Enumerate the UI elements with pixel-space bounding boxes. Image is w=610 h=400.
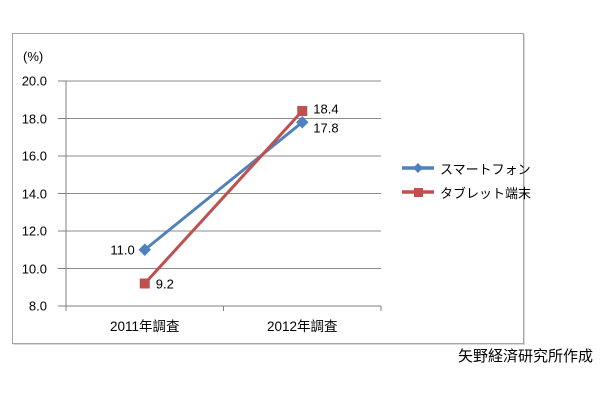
data-point-label: 9.2	[155, 276, 174, 291]
data-point-label: 18.4	[313, 101, 339, 117]
legend: スマートフォン タブレット端末	[401, 156, 531, 204]
x-category-label: 2012年調査	[266, 319, 338, 334]
y-tick-label: 14.0	[21, 186, 47, 201]
legend-item-1: タブレット端末	[401, 180, 531, 204]
legend-item-0: スマートフォン	[401, 156, 531, 180]
legend-label: タブレット端末	[440, 185, 532, 201]
plot-area	[58, 80, 382, 311]
square-marker	[139, 278, 150, 289]
y-tick-label: 8.0	[28, 298, 47, 314]
legend-square-marker-icon	[402, 188, 434, 197]
chart-frame: (%) 20.0 18.0 16.0 14.0 12.0 10.0 8.0 2011年調査 2…	[12, 33, 531, 344]
source-credit: 矢野経済研究所作成	[457, 349, 593, 365]
series-line-square	[143, 109, 304, 285]
diamond-marker	[138, 243, 151, 256]
legend-label: スマートフォン	[440, 161, 531, 177]
y-tick-label: 20.0	[21, 73, 47, 89]
data-point-label: 11.0	[110, 242, 135, 258]
series-line-diamond	[143, 121, 304, 251]
y-tick-label: 18.0	[21, 111, 47, 126]
square-marker	[297, 106, 308, 116]
y-tick-label: 10.0	[21, 261, 47, 276]
legend-diamond-marker-icon	[402, 163, 434, 173]
y-axis-unit-label: (%)	[23, 49, 44, 64]
x-category-label: 2011年調査	[109, 319, 180, 334]
y-tick-label: 12.0	[21, 223, 47, 239]
data-point-label: 17.8	[313, 120, 339, 136]
y-tick-label: 16.0	[21, 148, 47, 164]
diamond-marker	[296, 116, 309, 129]
